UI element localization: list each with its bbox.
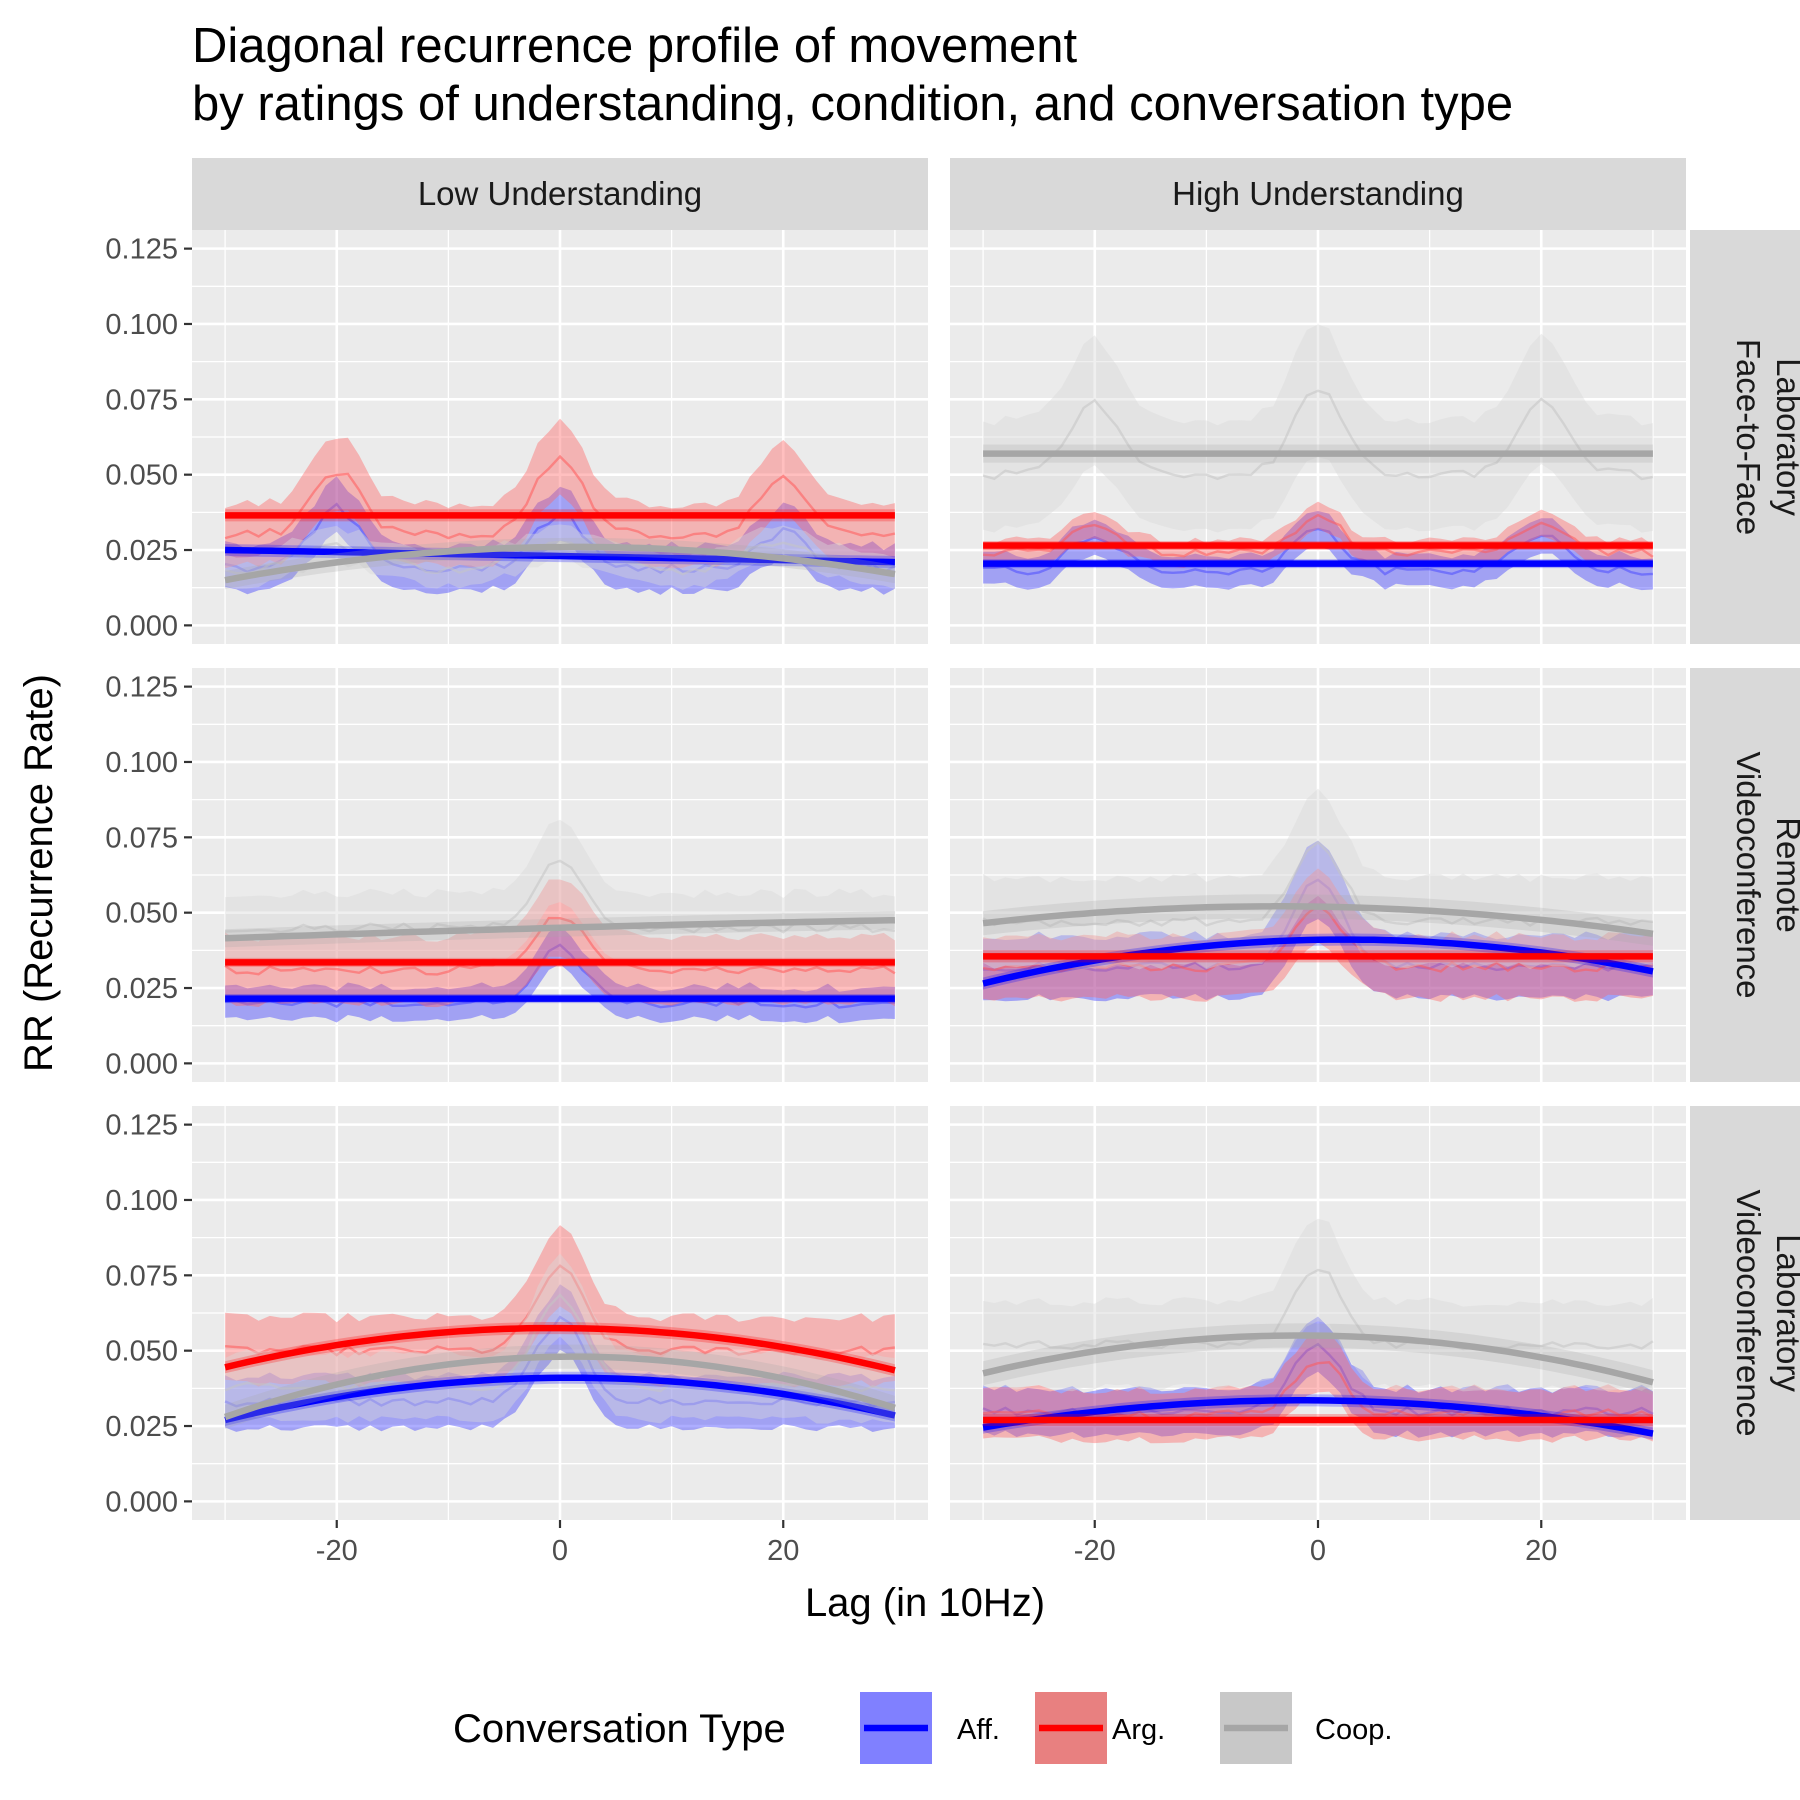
legend-item-coop: Coop. xyxy=(1220,1692,1392,1764)
y-tick-label: 0.125 xyxy=(105,1110,178,1142)
x-tick-label: 0 xyxy=(552,1535,568,1567)
legend: Conversation Type Aff. Arg. Coop. xyxy=(453,1692,1392,1764)
panel-low-understanding-remote-videoconference xyxy=(192,668,928,1082)
series-arg-profile-line xyxy=(225,1264,896,1357)
row-strip-label: Videoconference xyxy=(1730,1189,1767,1436)
series-arg-ribbon xyxy=(225,879,895,1008)
column-strip-label: Low Understanding xyxy=(418,175,702,212)
y-tick-label: 0.025 xyxy=(105,1411,178,1443)
row-strip-label: Laboratory xyxy=(1770,1234,1800,1392)
y-tick-label: 0.075 xyxy=(105,384,178,416)
x-tick-label: 20 xyxy=(767,1535,799,1567)
y-axes: 0.000 0.025 0.050 0.075 0.100 0.125 0.000 0.025… xyxy=(105,234,192,1518)
series-coop-ribbon xyxy=(983,324,1653,533)
plot-area xyxy=(224,819,896,1024)
y-tick-label: 0.125 xyxy=(105,672,178,704)
series-coop-profile-line xyxy=(224,540,896,576)
panel-high-understanding-laboratory-face-to-face xyxy=(950,230,1686,644)
y-tick-label: 0.000 xyxy=(105,1486,178,1518)
series-aff-ribbon xyxy=(225,1284,895,1432)
series-coop-profile-line xyxy=(982,389,1654,481)
legend-item-arg: Arg. xyxy=(1035,1692,1165,1764)
chart-title-line-2: by ratings of understanding, condition, … xyxy=(192,77,1513,131)
series-aff-fit-line xyxy=(224,1374,896,1424)
series-arg-profile-line xyxy=(224,916,896,976)
y-tick-label: 0.125 xyxy=(105,234,178,266)
plot-area xyxy=(982,1218,1654,1444)
y-tick-label: 0.100 xyxy=(105,747,178,779)
y-tick-label: 0.050 xyxy=(105,898,178,930)
column-strip-1: Low Understanding xyxy=(192,158,928,230)
series-aff-profile-line xyxy=(983,527,1653,576)
plot-area xyxy=(224,418,896,595)
plot-area xyxy=(982,788,1654,1002)
y-tick-label: 0.025 xyxy=(105,973,178,1005)
row-strip-label: Videoconference xyxy=(1730,751,1767,998)
column-strip-2: High Understanding xyxy=(950,158,1686,230)
series-coop-fit-line xyxy=(224,1353,896,1421)
series-aff-ribbon xyxy=(983,511,1653,591)
x-axes: -20 0 20 -20 0 20 xyxy=(316,1520,1557,1567)
x-tick-label: -20 xyxy=(1074,1535,1116,1567)
series-aff-profile-line xyxy=(225,943,895,1009)
panel-high-understanding-remote-videoconference xyxy=(950,668,1686,1082)
panel-high-understanding-laboratory-videoconference xyxy=(950,1106,1686,1520)
row-strip-label: Laboratory xyxy=(1770,358,1800,516)
y-tick-label: 0.050 xyxy=(105,460,178,492)
y-tick-label: 0.100 xyxy=(105,1185,178,1217)
legend-item-aff: Aff. xyxy=(860,1692,1000,1764)
series-coop-profile-line xyxy=(982,1268,1654,1351)
series-coop-fit-line xyxy=(982,1332,1654,1386)
x-tick-label: 0 xyxy=(1310,1535,1326,1567)
plot-area xyxy=(224,1225,896,1432)
y-axis-title: RR (Recurrence Rate) xyxy=(17,674,61,1072)
series-aff-profile-line xyxy=(224,1315,896,1408)
row-strip-label: Remote xyxy=(1770,817,1800,933)
series-coop-fit-line xyxy=(982,903,1654,938)
row-strip-label: Face-to-Face xyxy=(1730,339,1767,535)
series-aff-profile-line xyxy=(983,878,1654,972)
legend-label: Coop. xyxy=(1315,1714,1392,1746)
x-tick-label: 20 xyxy=(1525,1535,1557,1567)
y-tick-label: 0.000 xyxy=(105,1048,178,1080)
x-axis-title: Lag (in 10Hz) xyxy=(805,1581,1045,1625)
y-tick-label: 0.025 xyxy=(105,535,178,567)
y-tick-label: 0.000 xyxy=(105,610,178,642)
facet-strips: Low Understanding High Understanding Labor… xyxy=(192,158,1800,1520)
plot-area xyxy=(982,324,1654,591)
panel-low-understanding-laboratory-videoconference xyxy=(192,1106,928,1520)
legend-label: Arg. xyxy=(1112,1714,1165,1746)
series-arg-fit-line xyxy=(224,1324,896,1374)
y-tick-label: 0.075 xyxy=(105,822,178,854)
panels xyxy=(192,230,1686,1520)
legend-title: Conversation Type xyxy=(453,1707,786,1751)
series-coop-ribbon xyxy=(983,788,1653,970)
x-tick-label: -20 xyxy=(316,1535,358,1567)
chart-title: Diagonal recurrence profile of movement … xyxy=(192,19,1513,131)
series-coop-profile-line xyxy=(225,859,896,934)
series-aff-fit-line xyxy=(982,936,1654,987)
chart-title-line-1: Diagonal recurrence profile of movement xyxy=(192,19,1078,73)
series-coop-fit-line xyxy=(224,543,896,584)
panel-low-understanding-laboratory-face-to-face xyxy=(192,230,928,644)
legend-label: Aff. xyxy=(957,1714,1000,1746)
column-strip-label: High Understanding xyxy=(1172,175,1464,212)
series-arg-profile-line xyxy=(224,454,896,540)
series-coop-fit-line xyxy=(224,916,895,942)
series-coop-ribbon xyxy=(225,1253,895,1424)
series-arg-profile-line xyxy=(983,513,1654,558)
y-tick-label: 0.100 xyxy=(105,309,178,341)
series-aff-ribbon xyxy=(983,840,1653,1002)
y-tick-label: 0.050 xyxy=(105,1336,178,1368)
series-aff-fit-line xyxy=(982,1397,1654,1437)
y-tick-label: 0.075 xyxy=(105,1260,178,1292)
